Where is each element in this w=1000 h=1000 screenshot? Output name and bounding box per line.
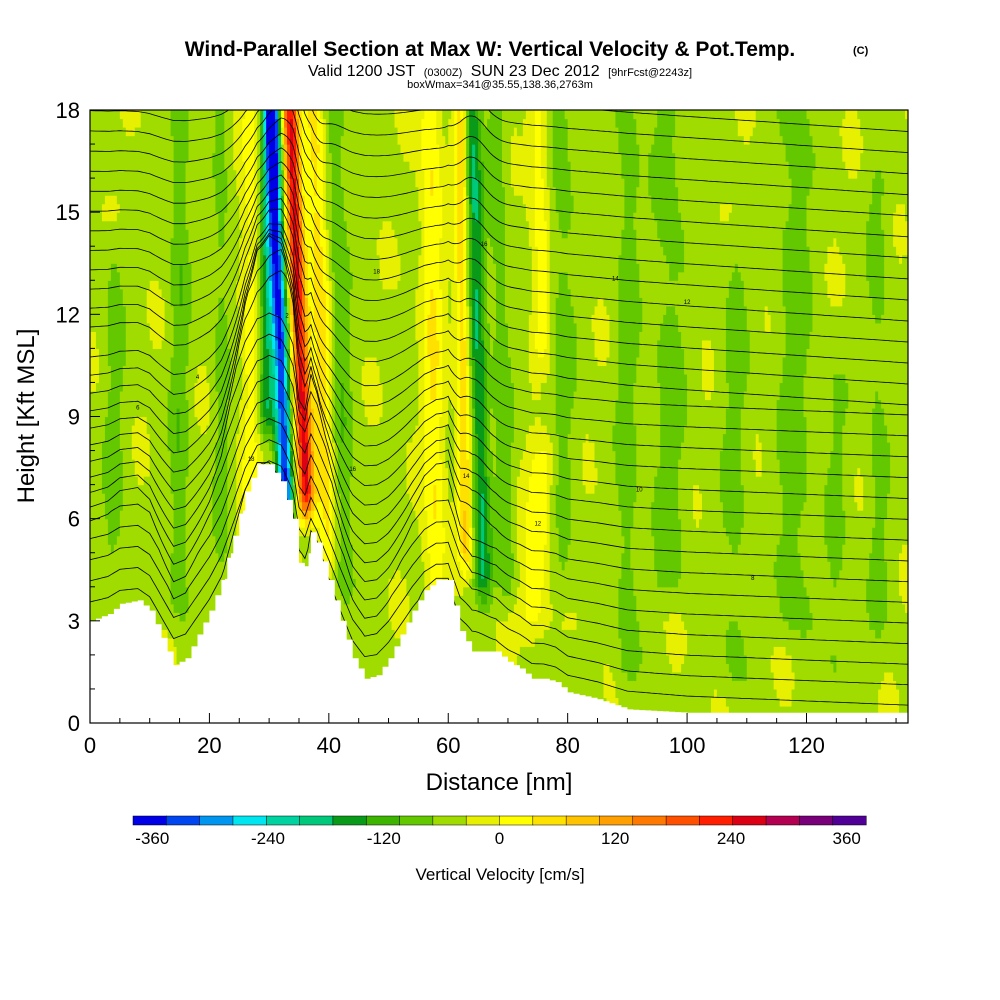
valid-line: Valid 1200 JST (0300Z) SUN 23 Dec 2012 [… — [308, 63, 692, 80]
box-info: boxWmax=341@35.55,138.36,2763m — [407, 79, 593, 91]
valid-forecast: [9hrFcst@2243z] — [608, 67, 692, 79]
copyright-mark: (C) — [853, 45, 869, 57]
chart-title: Wind-Parallel Section at Max W: Vertical… — [185, 38, 796, 61]
valid-utc: (0300Z) — [424, 67, 463, 79]
valid-prefix: Valid 1200 JST — [308, 63, 416, 80]
valid-date: SUN 23 Dec 2012 — [471, 63, 600, 80]
figure: Wind-Parallel Section at Max W: Vertical… — [0, 0, 1000, 1000]
